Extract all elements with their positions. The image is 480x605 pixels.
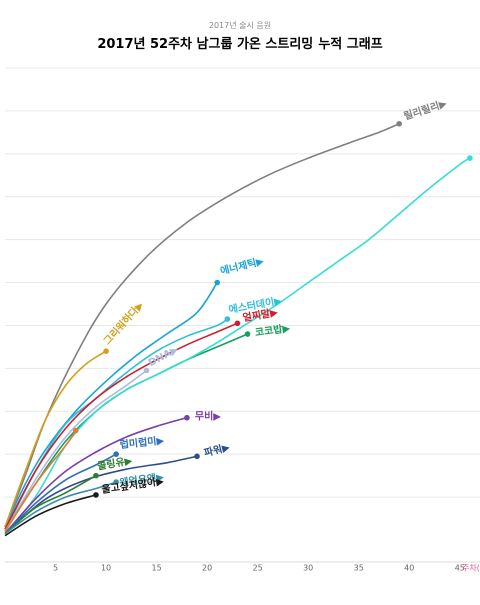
chart-title-part: 2017년 52주차 xyxy=(97,36,196,52)
series-end-point xyxy=(113,451,119,457)
series-label: 파워▶ xyxy=(203,440,232,459)
chart-title-part: 가온 스트리밍 xyxy=(237,36,313,52)
x-tick-label: 10 xyxy=(101,564,111,573)
series-end-point xyxy=(234,320,241,327)
series-line xyxy=(4,430,77,532)
x-tick-label: 20 xyxy=(202,564,212,573)
series-end-point xyxy=(93,472,99,479)
chart-title: 2017년 52주차 남그룹 가온 스트리밍 누적 그래프 xyxy=(97,33,382,52)
series-end-point xyxy=(72,427,79,434)
series-end-point xyxy=(93,492,99,498)
series-line xyxy=(4,318,228,532)
x-tick-label: 45 xyxy=(455,564,465,573)
x-tick-label: 5 xyxy=(53,564,58,573)
series-line xyxy=(4,157,471,535)
series-label: 그리워하다▶ xyxy=(101,298,147,347)
x-tick-label: 15 xyxy=(152,564,162,573)
series-end-point xyxy=(143,367,150,374)
series-label: 럽미럽미▶ xyxy=(119,434,165,452)
chart-supertitle: 2017년 술시 음원 xyxy=(209,20,271,30)
series-line xyxy=(4,282,218,528)
series-end-point xyxy=(194,453,200,460)
series-end-point xyxy=(214,279,221,286)
series-end-point xyxy=(396,120,402,127)
x-tick-label: 30 xyxy=(303,564,313,573)
x-tick-label: 25 xyxy=(253,564,263,573)
series-label: 에너제틱▶ xyxy=(219,254,266,277)
series-line xyxy=(4,369,147,532)
x-tick-label: 40 xyxy=(404,564,414,573)
series-line xyxy=(4,481,117,535)
chart-title-part: 누적 그래프 xyxy=(318,36,382,52)
series-end-point xyxy=(244,331,251,337)
series-end-point xyxy=(224,316,231,322)
x-tick-label: 35 xyxy=(354,564,364,573)
grid-layer xyxy=(5,67,480,498)
x-axis-label: 주차( xyxy=(462,564,480,573)
series-end-point xyxy=(103,348,109,355)
series-end-point xyxy=(113,479,119,485)
series-line xyxy=(4,455,198,535)
series-line xyxy=(4,322,238,530)
series-label: 릴리릴리▶ xyxy=(402,96,449,122)
chart-title-part: 남그룹 xyxy=(197,36,237,52)
series-line xyxy=(4,350,107,528)
label-layer: 릴리릴리▶에너제틱▶그리워하다▶ 에스터데이▶얼찌말▶코코밥▶DNA▶무비▶럽미럽… xyxy=(96,96,448,495)
series-label: 코코밥▶ xyxy=(254,321,291,339)
series-line xyxy=(4,494,97,537)
series-line xyxy=(4,453,117,535)
series-end-point xyxy=(467,155,473,161)
series-line xyxy=(4,474,97,535)
series-end-point xyxy=(184,414,190,421)
series-line xyxy=(4,416,188,535)
series-layer xyxy=(4,120,473,537)
series-label: 무비▶ xyxy=(195,410,221,423)
series-label: 콜링유▶ xyxy=(96,455,133,473)
